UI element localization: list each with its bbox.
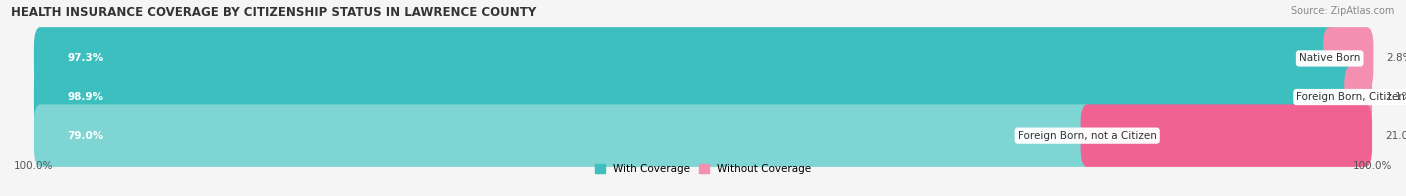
Text: 79.0%: 79.0% [67,131,103,141]
Text: 2.8%: 2.8% [1386,54,1406,64]
FancyBboxPatch shape [34,66,1358,128]
Text: HEALTH INSURANCE COVERAGE BY CITIZENSHIP STATUS IN LAWRENCE COUNTY: HEALTH INSURANCE COVERAGE BY CITIZENSHIP… [11,6,537,19]
Text: 97.3%: 97.3% [67,54,103,64]
Text: 100.0%: 100.0% [1353,161,1392,171]
Legend: With Coverage, Without Coverage: With Coverage, Without Coverage [591,160,815,178]
Text: Native Born: Native Born [1299,54,1361,64]
Text: 98.9%: 98.9% [67,92,103,102]
FancyBboxPatch shape [34,66,1372,128]
Text: Source: ZipAtlas.com: Source: ZipAtlas.com [1291,6,1395,16]
FancyBboxPatch shape [1081,104,1372,167]
Text: Foreign Born, Citizen: Foreign Born, Citizen [1296,92,1406,102]
FancyBboxPatch shape [34,27,1372,90]
Text: 100.0%: 100.0% [14,161,53,171]
FancyBboxPatch shape [1344,66,1372,128]
FancyBboxPatch shape [34,104,1094,167]
Text: 21.0%: 21.0% [1385,131,1406,141]
Text: Foreign Born, not a Citizen: Foreign Born, not a Citizen [1018,131,1157,141]
FancyBboxPatch shape [34,27,1336,90]
FancyBboxPatch shape [34,104,1372,167]
FancyBboxPatch shape [1323,27,1374,90]
Text: 1.1%: 1.1% [1385,92,1406,102]
